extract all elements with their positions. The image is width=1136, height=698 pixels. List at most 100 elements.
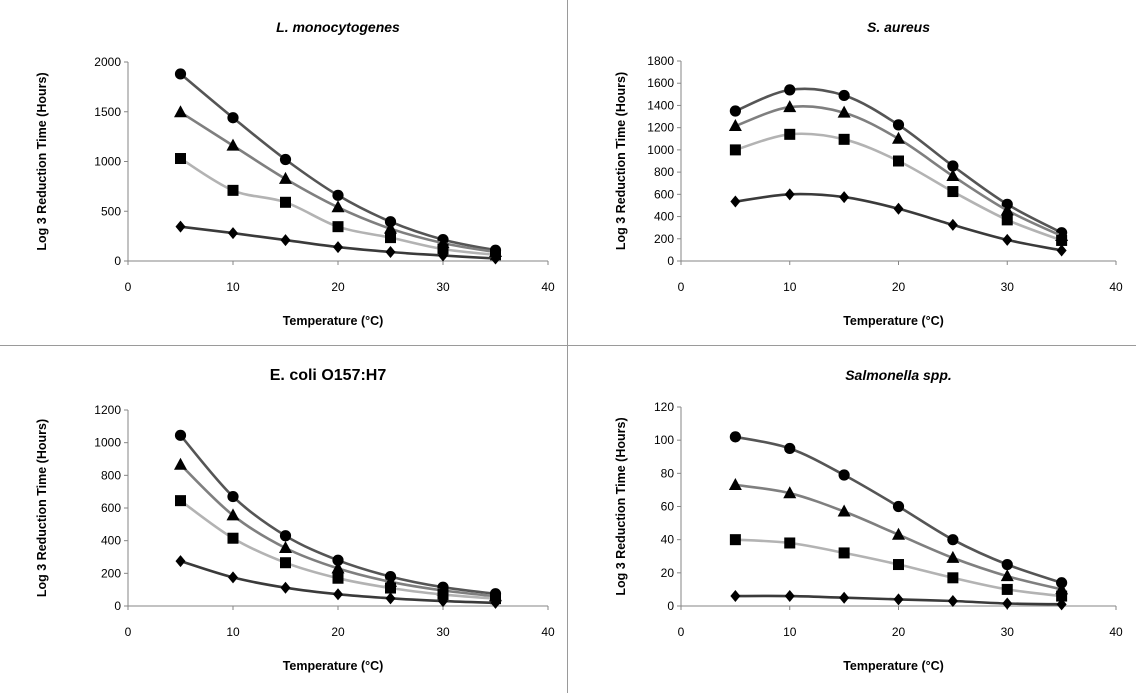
data-point-square [947,572,959,584]
data-point-diamond [730,590,741,603]
data-point-square [838,547,850,559]
data-point-triangle [783,486,797,499]
y-tick-label: 100 [654,433,674,447]
data-point-circle [1001,558,1013,571]
x-tick-label: 40 [541,625,555,639]
data-point-square [729,144,741,156]
data-point-diamond [1056,244,1067,257]
series-triangle [728,477,1069,595]
data-point-diamond [175,220,186,233]
y-tick-label: 800 [101,468,121,482]
data-point-circle [784,442,796,455]
data-point-diamond [228,571,238,584]
data-point-diamond [490,252,501,265]
y-tick-label: 1600 [647,76,674,90]
data-point-triangle [946,169,960,181]
y-tick-label: 400 [101,534,121,548]
x-tick-label: 10 [783,280,797,294]
data-point-diamond [839,191,850,204]
x-axis-label: Temperature (°C) [843,659,944,673]
chart-panel-e-coli: E. coli O157:H7 0 200 400 600 800 1000 1200 0 10 2… [0,346,568,693]
data-point-square [332,221,344,233]
y-tick-label: 1800 [647,54,674,68]
y-tick-label: 20 [661,566,675,580]
series-diamond [175,555,501,609]
data-point-triangle [728,477,742,490]
data-point-square [893,155,904,167]
y-tick-label: 0 [667,599,674,613]
chart-svg-salmonella: Salmonella spp. 0 20 40 60 80 100 120 0 10 20 30 40 T… [614,367,1123,673]
x-tick-label: 30 [1001,280,1015,294]
data-point-triangle [331,200,345,213]
data-point-square [784,128,796,140]
data-point-diamond [438,595,448,608]
y-tick-label: 40 [661,533,675,547]
chart-title: S. aureus [867,19,930,35]
data-point-diamond [333,241,343,254]
y-tick-label: 0 [667,254,674,268]
data-point-circle [174,68,187,80]
data-point-triangle [837,504,851,517]
y-tick-label: 1200 [94,403,121,417]
data-point-circle [947,534,959,546]
data-point-diamond [784,188,795,201]
data-point-square [437,243,449,255]
chart-panel-s-aureus: S. aureus 0 200 400 600 800 1000 1200 1400 1600 18… [568,0,1136,346]
data-point-triangle [279,541,292,554]
series-square [729,534,1068,602]
data-point-triangle [331,561,345,574]
x-tick-label: 10 [226,625,240,639]
data-point-square [729,534,741,546]
data-point-diamond [1002,597,1013,610]
y-tick-label: 120 [654,400,674,414]
y-tick-label: 400 [654,210,674,224]
x-tick-label: 20 [331,625,345,639]
data-point-diamond [385,592,396,605]
data-point-square [332,572,344,584]
data-point-circle [838,89,850,102]
x-tick-label: 40 [1109,625,1123,639]
data-point-square [784,537,796,549]
y-tick-label: 500 [101,204,121,218]
chart-svg-s-aureus: S. aureus0200400600800100012001400160018… [614,19,1123,328]
data-point-diamond [333,588,343,601]
data-point-triangle [783,100,797,113]
data-point-diamond [438,249,448,262]
x-axis-label: Temperature (°C) [283,314,384,328]
x-tick-label: 30 [1001,625,1015,639]
data-point-circle [947,160,959,172]
data-point-circle [279,530,292,542]
data-point-diamond [893,202,904,215]
data-point-square [838,133,850,145]
series-triangle [174,105,502,258]
series-line-square [179,499,496,600]
data-point-circle [332,554,344,566]
chart-panel-l-monocytogenes: L. monocytogenes 0 500 1000 1500 2000 0 10 20 30 4… [0,0,568,346]
data-point-triangle [837,105,851,118]
x-tick-label: 0 [125,625,132,639]
data-point-triangle [174,457,187,470]
x-tick-label: 0 [678,625,685,639]
data-point-square [1001,214,1013,226]
data-point-triangle [892,527,905,540]
y-tick-label: 1200 [647,121,674,135]
x-tick-label: 40 [1109,280,1123,294]
data-point-square [385,232,396,244]
data-point-triangle [946,550,960,563]
x-tick-label: 0 [125,280,132,294]
data-point-square [227,184,239,196]
y-tick-label: 1500 [94,105,121,119]
data-point-square [1001,583,1013,595]
data-point-square [227,532,239,544]
x-axis-label: Temperature (°C) [843,314,944,328]
series-diamond [730,590,1067,611]
y-tick-label: 80 [661,466,675,480]
data-point-circle [227,112,239,124]
data-point-triangle [226,138,240,151]
data-point-square [1056,234,1068,246]
data-point-triangle [384,221,397,234]
chart-title: E. coli O157:H7 [270,367,387,384]
y-axis-label: Log 3 Reduction Time (Hours) [35,72,49,250]
y-tick-label: 200 [101,566,121,580]
y-axis-label: Log 3 Reduction Time (Hours) [614,417,628,595]
